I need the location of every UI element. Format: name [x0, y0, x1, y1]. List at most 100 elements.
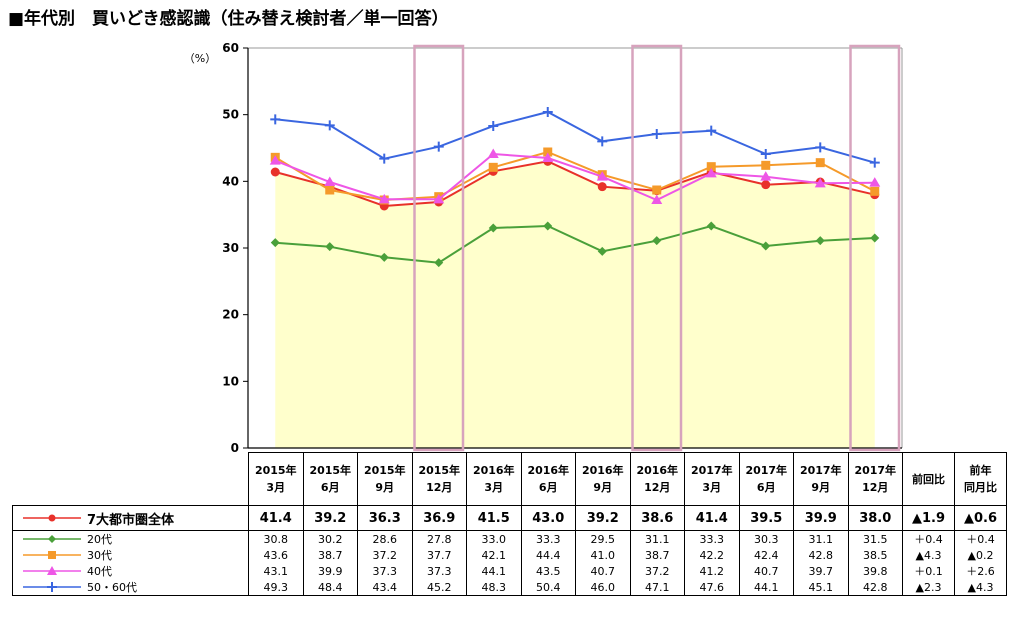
data-point	[597, 136, 608, 147]
data-label: 31.1	[629, 530, 685, 547]
data-label: 33.3	[684, 530, 740, 547]
data-table: 2015年 3月 2015年 6月 2015年 9月 2015年 12月 2016年 3月 2016…	[12, 452, 1007, 596]
data-point	[597, 246, 607, 256]
change-vs-year-ago: ▲0.6	[954, 505, 1007, 531]
legend-marker	[21, 581, 83, 593]
data-point	[706, 125, 717, 136]
y-tick-label: 50	[222, 108, 239, 122]
change-vs-previous: ＋0.4	[902, 530, 955, 547]
data-point	[815, 158, 825, 168]
data-label: 38.7	[302, 547, 358, 563]
data-point	[652, 236, 662, 246]
column-header: 2017年 12月	[847, 452, 903, 506]
data-point	[379, 153, 390, 164]
data-label: 41.5	[466, 505, 522, 531]
data-label: 36.9	[411, 505, 467, 531]
highlight-box	[631, 44, 683, 452]
data-point	[815, 142, 826, 153]
table-corner	[13, 453, 249, 506]
data-label: 29.5	[575, 530, 631, 547]
data-label: 28.6	[357, 530, 413, 547]
data-point	[760, 149, 771, 159]
column-header: 2016年 12月	[629, 452, 685, 506]
legend-entry: 7大都市圏全体	[12, 505, 249, 531]
change-vs-year-ago: ＋2.6	[954, 563, 1007, 579]
data-point	[761, 241, 771, 251]
data-label: 42.2	[684, 547, 740, 563]
series-line	[274, 152, 875, 202]
y-tick-label: 60	[222, 41, 239, 55]
data-label: 45.1	[793, 579, 849, 596]
data-label: 42.8	[847, 579, 903, 596]
data-point	[433, 141, 444, 152]
data-label: 50.4	[520, 579, 576, 596]
data-point	[543, 221, 553, 231]
data-label: 49.3	[248, 579, 304, 596]
data-point	[542, 152, 554, 162]
data-label: 39.5	[738, 505, 794, 531]
data-label: 33.3	[520, 530, 576, 547]
series-name: 7大都市圏全体	[87, 512, 175, 528]
change-vs-previous: ▲2.3	[902, 579, 955, 596]
data-point	[870, 233, 880, 243]
legend-marker	[21, 512, 83, 524]
highlight-box	[849, 44, 901, 452]
data-point	[270, 114, 281, 125]
data-label: 39.7	[793, 563, 849, 579]
column-header: 前回比	[902, 452, 955, 506]
series-name: 50・60代	[87, 581, 137, 594]
data-label: 39.8	[847, 563, 903, 579]
data-label: 46.0	[575, 579, 631, 596]
data-label: 43.1	[248, 563, 304, 579]
data-point	[488, 162, 498, 172]
data-label: 38.7	[629, 547, 685, 563]
column-header: 2016年 6月	[520, 452, 576, 506]
series-name: 20代	[87, 533, 112, 546]
data-label: 39.9	[793, 505, 849, 531]
legend-entry: 20代	[12, 530, 249, 547]
column-header: 2016年 9月	[575, 452, 631, 506]
data-point	[869, 177, 881, 187]
data-label: 38.0	[847, 505, 903, 531]
column-header: 前年 同月比	[954, 452, 1007, 506]
series-line	[275, 110, 876, 164]
column-header: 2017年 6月	[738, 452, 794, 506]
y-tick-label: 20	[222, 308, 239, 322]
column-header: 2015年 6月	[302, 452, 358, 506]
column-header: 2017年 9月	[793, 452, 849, 506]
data-point	[761, 180, 771, 190]
data-label: 41.4	[248, 505, 304, 531]
legend-marker	[21, 565, 83, 577]
data-label: 44.1	[738, 579, 794, 596]
legend-entry: 40代	[12, 563, 249, 579]
column-header: 2017年 3月	[684, 452, 740, 506]
data-point	[487, 148, 499, 158]
data-label: 37.2	[629, 563, 685, 579]
change-vs-year-ago: ＋0.4	[954, 530, 1007, 547]
legend-entry: 50・60代	[12, 579, 249, 596]
data-label: 42.1	[466, 547, 522, 563]
data-label: 30.2	[302, 530, 358, 547]
series-line	[275, 224, 875, 264]
series-line	[274, 150, 876, 202]
data-point	[324, 176, 336, 186]
data-label: 27.8	[411, 530, 467, 547]
change-vs-previous: ▲4.3	[902, 547, 955, 563]
data-label: 37.7	[411, 547, 467, 563]
data-point	[542, 107, 553, 117]
data-point	[270, 167, 280, 177]
data-label: 31.1	[793, 530, 849, 547]
data-label: 45.2	[411, 579, 467, 596]
y-tick-label: 0	[231, 441, 239, 452]
data-point	[597, 182, 607, 192]
data-label: 38.5	[847, 547, 903, 563]
chart-title: ■年代別 買いどき感認識（住み替え検討者／単一回答）	[8, 9, 449, 29]
data-label: 37.3	[411, 563, 467, 579]
data-point	[488, 121, 499, 131]
data-point	[870, 186, 880, 196]
data-label: 41.2	[684, 563, 740, 579]
data-label: 43.6	[248, 547, 304, 563]
data-point	[761, 160, 771, 170]
data-label: 44.1	[466, 563, 522, 579]
